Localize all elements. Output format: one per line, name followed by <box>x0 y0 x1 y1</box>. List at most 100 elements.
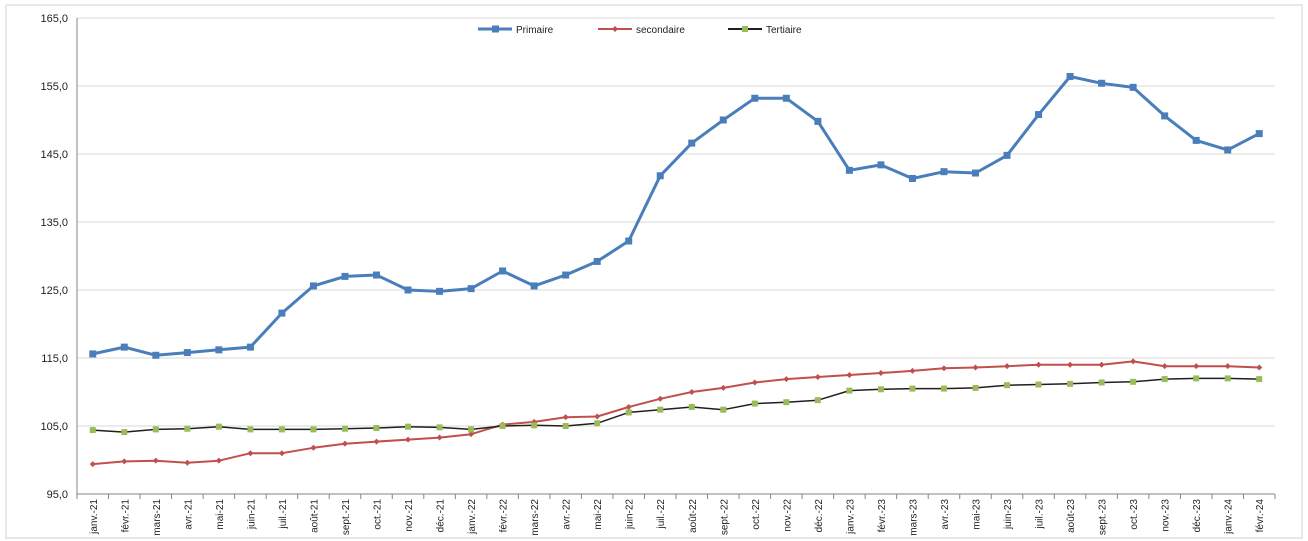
x-tick-label: févr.-22 <box>499 499 510 533</box>
data-point <box>531 422 538 429</box>
data-point <box>247 450 254 457</box>
data-point <box>1193 375 1200 382</box>
data-point <box>1035 381 1042 388</box>
data-point <box>183 349 191 357</box>
x-tick-label: juin-23 <box>1003 499 1014 530</box>
data-point <box>720 384 727 391</box>
data-point <box>1161 363 1168 370</box>
data-point <box>783 399 790 406</box>
x-tick-label: août-23 <box>1066 499 1077 533</box>
series-primaire <box>89 72 1263 359</box>
x-tick-label: déc.-22 <box>814 499 825 533</box>
data-point <box>499 267 507 275</box>
data-point <box>814 397 821 404</box>
x-tick-label: nov.-23 <box>1161 499 1172 532</box>
data-point <box>908 174 916 182</box>
data-point <box>468 431 475 438</box>
x-tick-label: avr.-21 <box>183 499 194 530</box>
data-point <box>405 423 412 430</box>
x-tick-label: mars-21 <box>152 499 163 536</box>
data-point <box>877 386 884 393</box>
series-line <box>92 75 1260 357</box>
x-tick-label: janv.-22 <box>467 499 478 535</box>
x-tick-label: mai-22 <box>593 499 604 530</box>
data-point <box>278 450 285 457</box>
data-point <box>657 395 664 402</box>
data-point <box>436 287 444 295</box>
data-point <box>593 257 601 265</box>
x-tick-label: avr.-22 <box>562 499 573 530</box>
data-point <box>278 309 286 317</box>
chart-border <box>5 4 1303 539</box>
data-point <box>309 282 317 290</box>
data-point <box>972 384 979 391</box>
data-point <box>1098 379 1105 386</box>
data-point <box>1255 130 1263 138</box>
data-point <box>152 351 160 359</box>
data-point <box>247 426 254 433</box>
data-point <box>562 271 570 279</box>
data-point <box>404 286 412 294</box>
data-point <box>625 403 632 410</box>
series-line <box>92 377 1260 433</box>
data-point <box>688 403 695 410</box>
data-point <box>1161 112 1169 120</box>
data-point <box>688 139 696 147</box>
data-point <box>1130 378 1137 385</box>
x-tick-label: sept.-23 <box>1098 499 1109 536</box>
x-tick-label: févr.-23 <box>877 499 888 533</box>
series-secondaire <box>89 358 1263 468</box>
data-point <box>909 367 916 374</box>
data-point <box>1067 380 1074 387</box>
x-tick-label: juil.-23 <box>1035 499 1046 530</box>
legend: Primaire secondaire Tertiaire <box>478 25 802 36</box>
x-tick-label: oct.-23 <box>1129 499 1140 530</box>
data-point <box>1035 361 1042 368</box>
y-tick-label: 135,0 <box>40 217 68 229</box>
data-point <box>688 389 695 395</box>
data-point <box>89 350 97 358</box>
data-point <box>1192 136 1200 144</box>
data-point <box>845 166 853 174</box>
data-point <box>373 271 380 279</box>
x-tick-label: janv.-24 <box>1224 499 1235 535</box>
y-tick-label: 115,0 <box>41 353 68 365</box>
x-tick-label: nov.-22 <box>782 499 793 532</box>
x-tick-label: oct.-21 <box>373 499 384 530</box>
y-tick-label: 125,0 <box>40 285 68 297</box>
legend-marker <box>492 25 499 33</box>
data-point <box>1256 364 1263 371</box>
data-point <box>940 365 947 372</box>
data-point <box>751 379 758 386</box>
x-tick-label: janv.-23 <box>845 499 856 535</box>
data-point <box>405 436 412 443</box>
x-tick-label: mai-23 <box>972 499 983 530</box>
data-point <box>1224 146 1232 154</box>
data-point <box>1098 79 1106 87</box>
data-point <box>594 413 601 420</box>
data-point <box>246 343 254 351</box>
data-point <box>310 426 317 433</box>
data-point <box>594 420 601 427</box>
x-tick-label: oct.-22 <box>751 499 762 530</box>
data-point <box>1130 358 1137 365</box>
x-tick-label: juin-22 <box>625 499 636 530</box>
data-point <box>467 285 475 293</box>
data-point <box>562 423 569 429</box>
data-point <box>373 438 380 445</box>
legend-marker <box>742 26 748 32</box>
data-point <box>814 117 822 125</box>
series-line <box>92 360 1260 466</box>
data-point <box>120 343 128 351</box>
data-point <box>1161 376 1168 383</box>
x-tick-label: nov.-21 <box>404 499 415 532</box>
x-tick-label: sept.-22 <box>719 499 730 536</box>
series-lines <box>89 72 1263 468</box>
x-tick-label: avr.-23 <box>940 499 951 530</box>
y-tick-label: 165,0 <box>40 13 68 25</box>
data-point <box>940 385 947 392</box>
data-point <box>1129 83 1137 91</box>
x-tick-label: mars-23 <box>908 499 919 536</box>
data-point <box>656 172 664 180</box>
